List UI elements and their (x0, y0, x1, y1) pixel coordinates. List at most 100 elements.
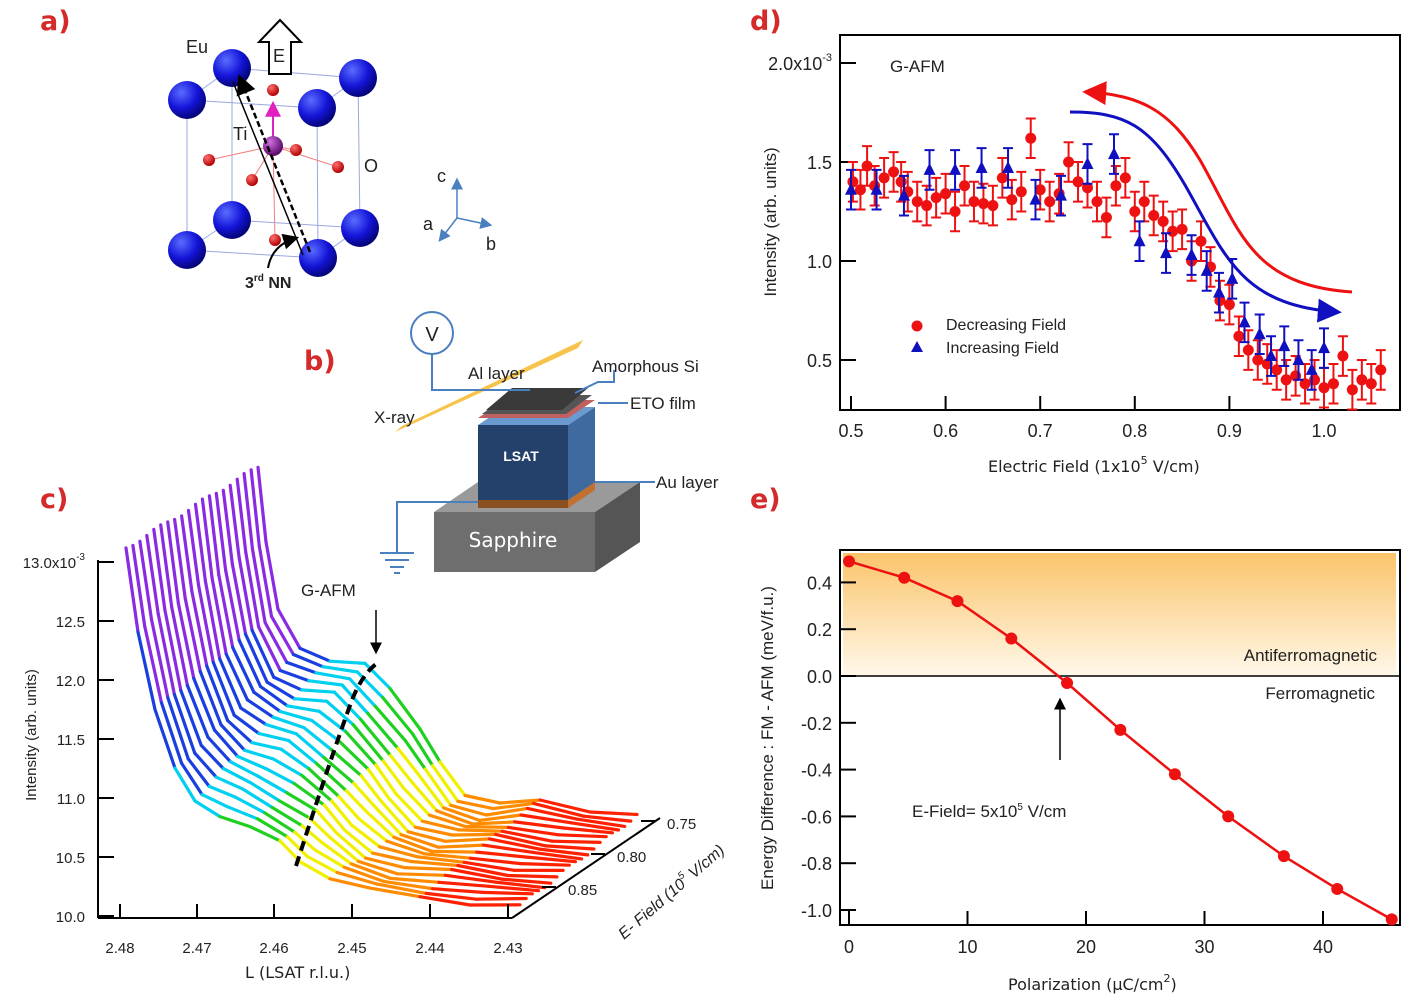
data-point (921, 200, 933, 212)
curve-segment (378, 845, 420, 859)
curve-segment (569, 821, 621, 832)
curve-segment (481, 843, 535, 855)
curve-segment (491, 801, 536, 811)
curve-segment (359, 773, 383, 803)
waterfall-curve (159, 523, 553, 885)
curve-segment (207, 784, 237, 799)
curve-segment (418, 895, 472, 907)
crystal-structure-diagram: E Eu Ti O 3rd NN c a b (168, 18, 496, 292)
curve-segment (374, 763, 398, 796)
waterfall-curve (221, 488, 608, 839)
curve-segment (396, 746, 420, 776)
data-point (951, 595, 964, 608)
ground-icon (380, 552, 414, 574)
curve-segment (435, 809, 475, 826)
curve-segment (381, 759, 405, 790)
curve-segment (138, 539, 154, 622)
curve-segment (395, 872, 447, 877)
curve-segment (416, 855, 466, 864)
data-point (861, 160, 873, 172)
e-y-tick-label: 0.4 (807, 573, 832, 593)
curve-segment (525, 855, 578, 864)
curve-segment (500, 877, 553, 885)
curve-segment (408, 778, 439, 813)
curve-segment (285, 835, 309, 859)
curve-segment (456, 863, 510, 878)
data-point (1226, 271, 1239, 284)
data-point (1110, 180, 1122, 192)
curve-segment (388, 686, 422, 731)
curve-segment (364, 809, 396, 839)
curve-segment (588, 810, 639, 817)
curve-segment (385, 839, 427, 856)
curve-segment (484, 806, 530, 817)
curve-segment (423, 852, 473, 860)
curve-segment (449, 803, 488, 817)
curve-segment (226, 805, 259, 821)
curve-segment (300, 773, 334, 803)
curve-segment (221, 766, 253, 785)
data-point (1044, 196, 1056, 208)
curve-segment (330, 799, 354, 827)
panel-label-b: b) (304, 346, 336, 377)
curve-segment (166, 520, 180, 606)
data-point (1252, 354, 1264, 366)
curve-segment (532, 801, 586, 818)
data-point (1029, 192, 1042, 205)
curve-segment (278, 668, 311, 683)
nn-pointer-arrow (267, 233, 300, 269)
waterfall-curve (186, 508, 578, 864)
data-point (1265, 349, 1278, 362)
curve-segment (525, 806, 580, 821)
curve-segment (481, 890, 534, 896)
c-x-tick-label: 2.46 (259, 940, 288, 957)
o-label: O (364, 156, 378, 176)
c-x-tick-label: 2.45 (337, 940, 366, 957)
curve-segment (456, 799, 495, 811)
curve-segment (550, 839, 602, 845)
curve-segment (183, 596, 202, 674)
curve-segment (143, 624, 164, 705)
curve-segment (307, 816, 332, 839)
data-point (949, 206, 961, 217)
curve-segment (180, 514, 194, 594)
curve-segment (342, 828, 375, 855)
data-point (975, 160, 988, 173)
waterfall-curve (235, 477, 621, 832)
curve-segment (265, 680, 297, 701)
curve-segment (325, 699, 355, 727)
curve-segment (228, 483, 241, 559)
curve-segment (386, 796, 417, 829)
data-point (1280, 374, 1292, 386)
waterfall-curve (193, 502, 584, 861)
curve-segment (192, 676, 217, 732)
data-point (1277, 850, 1290, 863)
curve-segment (328, 877, 372, 890)
curve-segment (249, 468, 261, 548)
e-y-tick-label: -0.4 (801, 761, 832, 781)
curve-segment (443, 837, 492, 843)
al-layer-label: Al layer (468, 364, 525, 383)
curve-segment (236, 754, 268, 771)
curve-segment (163, 608, 183, 693)
curve-segment (149, 617, 170, 700)
curve-segment (264, 540, 280, 611)
data-point (1157, 215, 1169, 227)
data-point (1278, 339, 1291, 352)
eto-film-label: ETO film (630, 394, 696, 413)
data-point (1327, 378, 1339, 390)
data-point (930, 192, 942, 204)
curve-segment (200, 497, 214, 580)
c-x-tick-label: 2.48 (105, 940, 134, 957)
data-point (1299, 378, 1311, 390)
amorphous-si-label: Amorphous Si (592, 357, 699, 376)
curve-segment (256, 465, 268, 544)
curve-segment (257, 544, 274, 619)
data-point (1167, 225, 1179, 237)
curve-segment (513, 820, 567, 830)
data-point (1309, 374, 1321, 386)
curve-segment (272, 675, 304, 692)
decreasing-direction-arrow (1082, 81, 1353, 294)
curve-segment (305, 854, 339, 875)
waterfall-curve (152, 527, 547, 890)
